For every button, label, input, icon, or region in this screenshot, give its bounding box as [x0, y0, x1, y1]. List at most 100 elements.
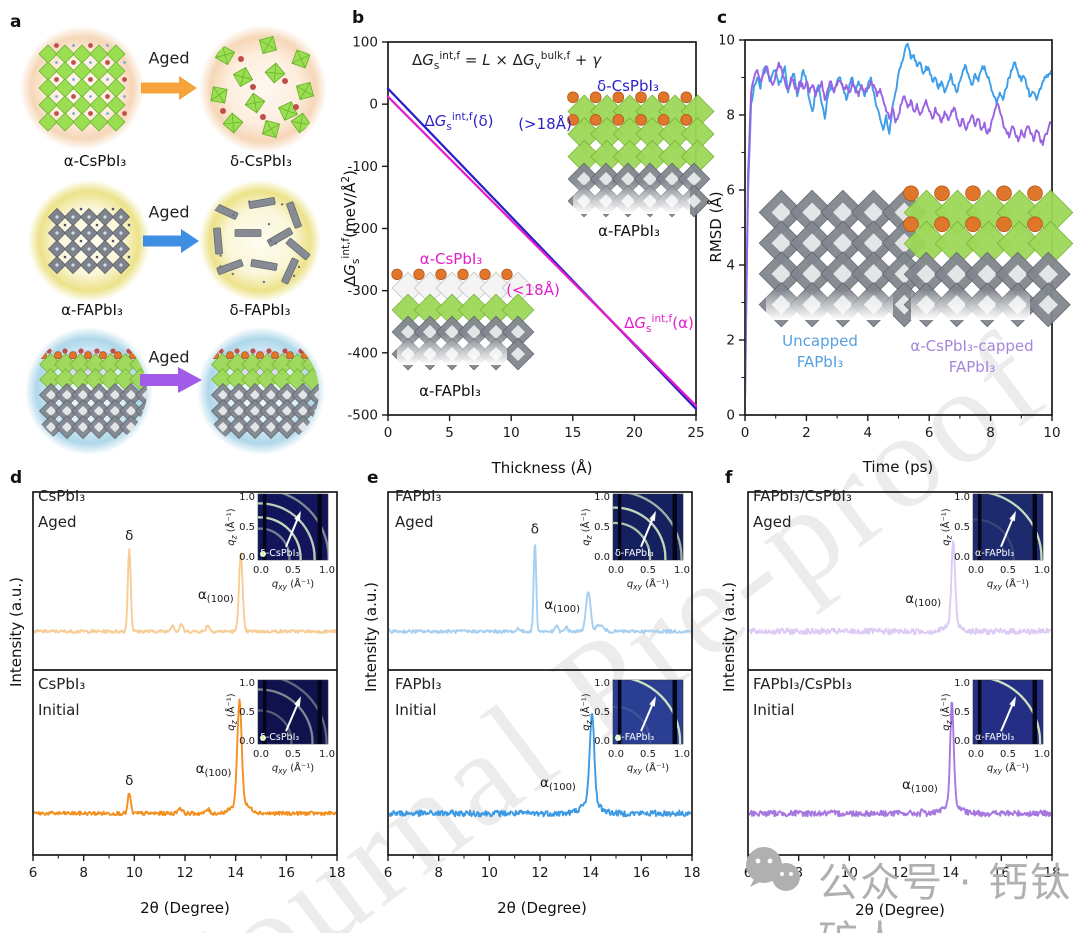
- inset-ytick: 0.0: [594, 552, 610, 563]
- panel-e-initial-sample: FAPbI₃: [395, 675, 442, 693]
- inset-ytick: 0.0: [594, 736, 610, 747]
- panel-e-chart: 6 8 10 12 14 16 18 δ α(100) δ-FAPbI₃ 1.0 0.5 0.0 0.0 0…: [384, 491, 701, 881]
- label-alpha-fapbi3: α-FAPbI₃: [61, 301, 123, 319]
- panel-f-xlabel: 2θ (Degree): [855, 901, 945, 919]
- inset-ytick: 1.0: [594, 492, 610, 503]
- giwaxs-phase-label: α-FAPbI₃: [975, 548, 1014, 559]
- peak-label: α(100): [905, 591, 941, 609]
- xrd-curve-e-initial: [389, 713, 691, 818]
- annotation-alpha-cspbi3: α-CsPbI₃: [419, 250, 483, 268]
- peak-label: δ: [125, 528, 133, 544]
- aged-arrow-row3: [140, 367, 202, 393]
- x-tick-label: 8: [79, 865, 88, 881]
- y-tick-label: 8: [726, 108, 735, 124]
- y-tick-label: 6: [726, 183, 735, 199]
- giwaxs-phase-label: δ-CsPbI₃: [260, 732, 299, 743]
- inset-xlabel: qxy (Å⁻¹): [272, 761, 314, 776]
- inset-ytick: 1.0: [954, 678, 970, 689]
- panel-e-aged-sample: FAPbI₃: [395, 487, 442, 505]
- panel-d-aged-state: Aged: [38, 513, 77, 531]
- y-tick-label: -400: [347, 345, 378, 361]
- inset-ytick: 0.0: [239, 552, 255, 563]
- inset-xtick: 0.0: [253, 565, 269, 576]
- rmsd-curve-capped: [746, 61, 1051, 400]
- panel-f-ylabel: Intensity (a.u.): [720, 582, 738, 692]
- inset-ytick: 1.0: [239, 678, 255, 689]
- peak-label: α(100): [196, 761, 232, 779]
- inset-xtick: 1.0: [1034, 565, 1050, 576]
- y-tick-label: -200: [347, 221, 378, 237]
- inset-xtick: 0.0: [608, 749, 624, 760]
- x-tick-label: 0: [741, 425, 750, 441]
- inset-xtick: 0.0: [968, 565, 984, 576]
- peak-label: α(100): [902, 777, 938, 795]
- y-tick-label: 2: [726, 333, 735, 349]
- aged-label-row1: Aged: [148, 48, 190, 68]
- inset-ytick: 0.5: [594, 522, 610, 533]
- inset-ytick: 0.5: [239, 522, 255, 533]
- alpha-fapbi3-lattice: [47, 207, 131, 275]
- annotation-dG-alpha: ΔGsint,f(α): [624, 313, 694, 335]
- x-tick-label: 10: [503, 425, 520, 441]
- x-tick-label: 18: [1043, 865, 1060, 881]
- inset-xlabel: qxy (Å⁻¹): [987, 577, 1029, 592]
- aged-label-row3: Aged: [148, 347, 190, 367]
- inset-xlabel: qxy (Å⁻¹): [272, 577, 314, 592]
- y-tick-label: 0: [726, 408, 735, 424]
- peak-label: δ: [125, 773, 133, 789]
- inset-arrow-icon: [1000, 516, 1015, 548]
- x-tick-label: 6: [925, 425, 934, 441]
- inset-ytick: 0.5: [954, 522, 970, 533]
- annotation-alpha-fapbi3-top: α-FAPbI₃: [598, 222, 660, 240]
- annotation-gt18A: (>18Å): [518, 115, 572, 133]
- x-tick-label: 10: [841, 865, 858, 881]
- inset-xtick: 1.0: [674, 749, 690, 760]
- inset-ytick: 1.0: [239, 492, 255, 503]
- x-tick-label: 18: [683, 865, 700, 881]
- xrd-curve-d-initial: [34, 698, 336, 817]
- panel-c-xlabel: Time (ps): [862, 458, 934, 476]
- inset-ytick: 0.5: [954, 707, 970, 718]
- y-tick-label: 4: [726, 258, 735, 274]
- inset-xlabel: qxy (Å⁻¹): [627, 761, 669, 776]
- panel-e-aged-state: Aged: [395, 513, 434, 531]
- x-tick-label: 4: [864, 425, 873, 441]
- energy-line-alpha: [386, 95, 698, 407]
- panel-label-b: b: [352, 8, 365, 28]
- xrd-curve-f-aged: [749, 540, 1051, 636]
- panel-label-a: a: [10, 12, 22, 32]
- x-tick-label: 0: [384, 425, 393, 441]
- inset-ytick: 0.0: [954, 552, 970, 563]
- inset-arrow-icon: [1000, 701, 1015, 732]
- giwaxs-phase-label: α-FAPbI₃: [615, 732, 654, 743]
- xrd-curve-d-aged: [34, 548, 336, 634]
- inset-ytick: 0.5: [594, 707, 610, 718]
- x-tick-label: 14: [582, 865, 599, 881]
- panel-e-ylabel: Intensity (a.u.): [362, 582, 380, 692]
- panel-e-xlabel: 2θ (Degree): [497, 899, 587, 917]
- x-tick-label: 16: [633, 865, 650, 881]
- inset-xlabel: qxy (Å⁻¹): [627, 577, 669, 592]
- crystal-slab: [567, 91, 715, 174]
- wechat-icon: [746, 847, 800, 891]
- x-tick-label: 15: [564, 425, 581, 441]
- x-tick-label: 6: [29, 865, 38, 881]
- panel-d-initial-state: Initial: [38, 701, 80, 719]
- panel-b-equation: ΔGsint,f = L × ΔGvbulk,f + γ: [412, 50, 602, 72]
- giwaxs-phase-label: δ-FAPbI₃: [615, 548, 654, 559]
- inset-xtick: 1.0: [319, 565, 335, 576]
- inset-xlabel: qxy (Å⁻¹): [987, 761, 1029, 776]
- annotation-alpha-fapbi3-bottom: α-FAPbI₃: [419, 382, 481, 400]
- inset-xtick: 0.5: [1000, 749, 1016, 760]
- x-tick-label: 12: [531, 865, 548, 881]
- x-tick-label: 10: [1043, 425, 1060, 441]
- inset-ylabel: qz (Å⁻¹): [939, 508, 954, 546]
- legend-capped: α-CsPbI₃-capped FAPbI₃: [910, 337, 1034, 376]
- x-tick-label: 12: [176, 865, 193, 881]
- x-tick-label: 10: [126, 865, 143, 881]
- crystal-slab: [903, 185, 1074, 267]
- panel-label-c: c: [717, 8, 728, 28]
